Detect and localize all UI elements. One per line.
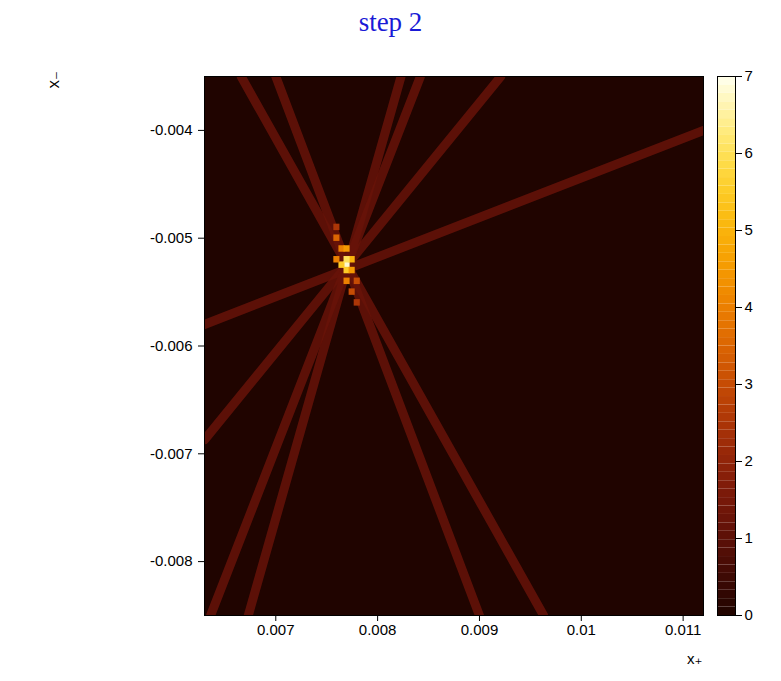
svg-text:0.01: 0.01 bbox=[567, 621, 596, 638]
html-text:step 2: step 2 bbox=[358, 7, 423, 37]
svg-text:7: 7 bbox=[745, 67, 753, 84]
svg-text:1: 1 bbox=[745, 529, 753, 546]
svg-text:-0.008: -0.008 bbox=[150, 552, 193, 569]
svg-text:3: 3 bbox=[745, 375, 753, 392]
svg-text:-0.006: -0.006 bbox=[150, 337, 193, 354]
svg-text:4: 4 bbox=[745, 298, 753, 315]
svg-text:x₋: x₋ bbox=[44, 71, 63, 88]
svg-text:0.007: 0.007 bbox=[257, 621, 295, 638]
svg-text:0.011: 0.011 bbox=[665, 621, 701, 638]
svg-text:x₊: x₊ bbox=[687, 650, 702, 667]
svg-text:5: 5 bbox=[745, 221, 753, 238]
svg-text:0.008: 0.008 bbox=[359, 621, 397, 638]
svg-text:-0.007: -0.007 bbox=[150, 445, 193, 462]
svg-text:0.009: 0.009 bbox=[461, 621, 499, 638]
svg-text:2: 2 bbox=[745, 452, 753, 469]
svg-text:6: 6 bbox=[745, 144, 753, 161]
svg-text:-0.004: -0.004 bbox=[150, 121, 193, 138]
svg-text:0: 0 bbox=[745, 606, 753, 623]
svg-text:-0.005: -0.005 bbox=[150, 229, 193, 246]
